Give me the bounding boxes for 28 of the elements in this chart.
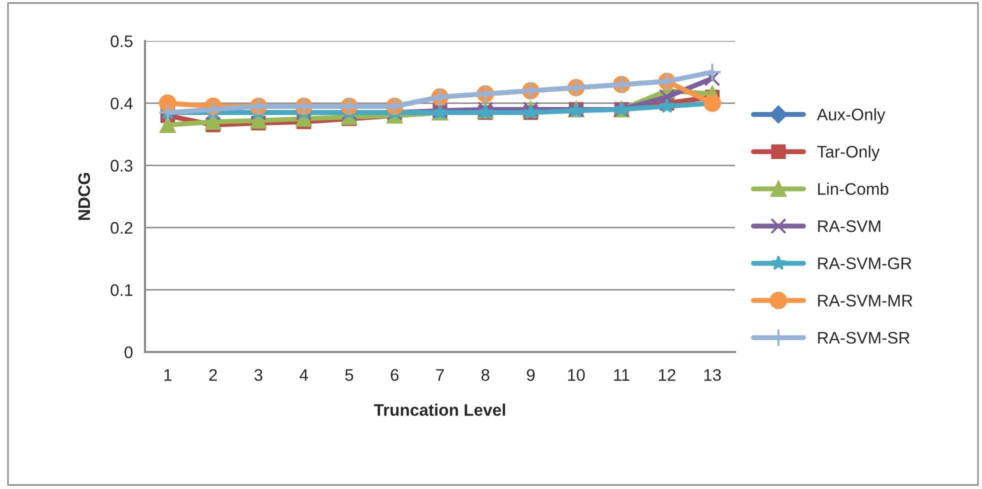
x-axis-title: Truncation Level [374, 404, 506, 416]
y-tick-label: 0.5 [110, 35, 132, 48]
x-tick-label: 6 [390, 369, 399, 381]
y-tick-label: 0 [124, 346, 133, 358]
x-tick-label: 12 [658, 369, 676, 381]
legend-label: Lin-Comb [818, 182, 888, 195]
x-tick-label: 13 [704, 369, 721, 381]
x-tick-label: 3 [254, 369, 262, 381]
legend-label: RA-SVM-MR [818, 294, 912, 306]
legend-label: RA-SVM [818, 220, 880, 232]
y-axis-title: NDCG [78, 173, 90, 220]
x-tick-label: 4 [300, 369, 308, 381]
y-tick-label: 0.4 [110, 98, 133, 110]
x-tick-label: 7 [436, 369, 444, 381]
y-tick-label: 0.2 [110, 222, 132, 234]
x-tick-label: 8 [481, 369, 490, 381]
x-tick-label: 9 [526, 369, 535, 381]
y-tick-label: 0.3 [110, 160, 132, 172]
x-tick-label: 11 [614, 369, 630, 381]
legend-label: RA-SVM-SR [818, 332, 910, 344]
legend-label: Aux-Only [816, 108, 886, 124]
legend-label: RA-SVM-GR [818, 257, 912, 270]
legend-label: Tar-Only [817, 145, 880, 161]
x-tick-label: 1 [164, 369, 172, 381]
y-tick-label: 0.1 [110, 284, 132, 296]
x-tick-label: 10 [568, 369, 585, 381]
x-tick-label: 5 [345, 369, 354, 381]
x-tick-label: 2 [209, 369, 217, 381]
